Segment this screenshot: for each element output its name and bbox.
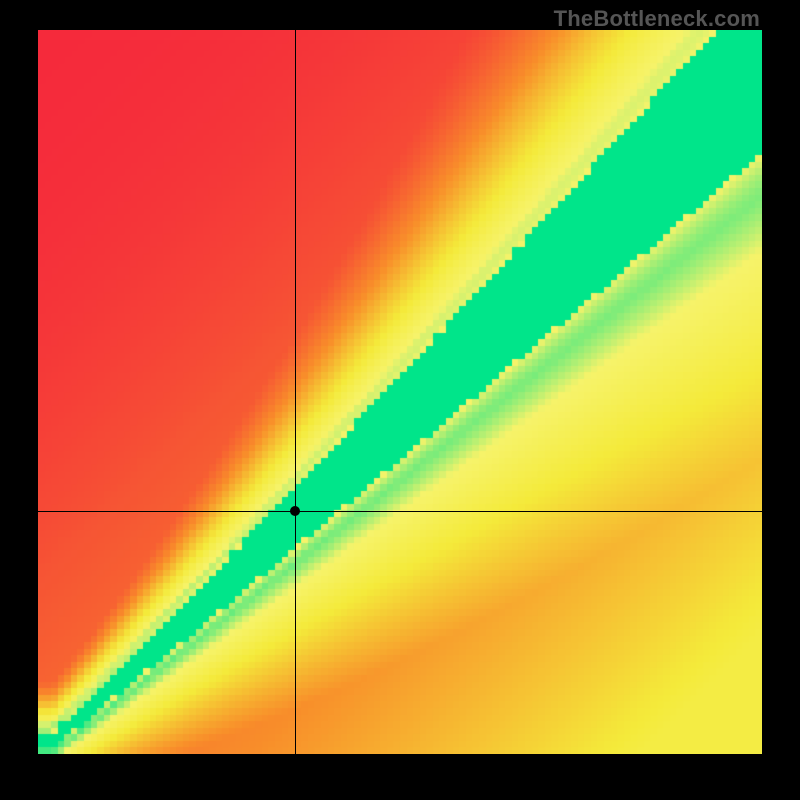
watermark-text: TheBottleneck.com — [554, 6, 760, 32]
heatmap-canvas — [38, 30, 762, 754]
heatmap-chart — [38, 30, 762, 754]
chart-container: TheBottleneck.com — [0, 0, 800, 800]
